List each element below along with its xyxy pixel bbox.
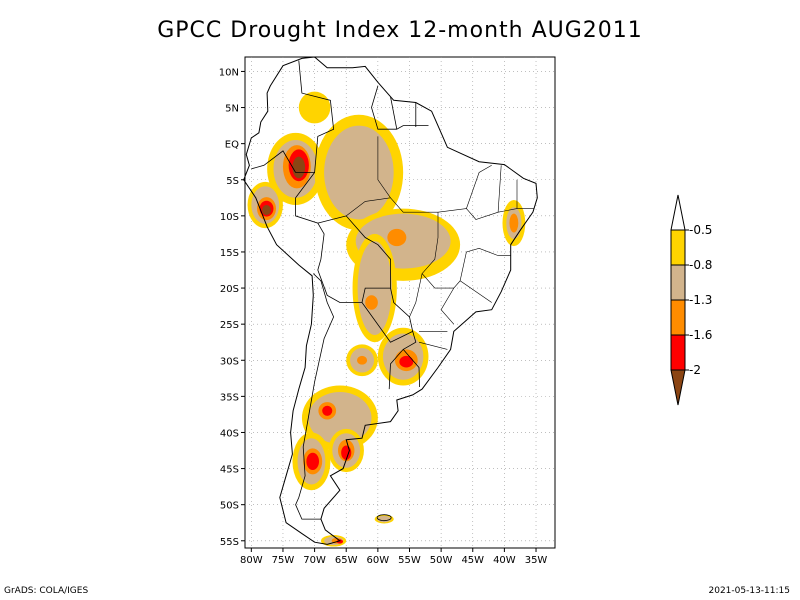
- colorbar-segment: [670, 264, 686, 301]
- y-tick-label: 40S: [220, 428, 239, 439]
- colorbar-label: -1.6: [689, 328, 712, 342]
- falkland-islands: [376, 514, 392, 522]
- drought-contour: [298, 91, 331, 124]
- y-tick-label: 25S: [220, 320, 239, 331]
- state-border: [346, 197, 391, 217]
- x-tick-label: 50W: [430, 555, 453, 566]
- x-tick-label: 80W: [240, 555, 263, 566]
- drought-contour: [306, 452, 320, 471]
- colorbar-label: -0.8: [689, 258, 712, 272]
- footer-credit: GrADS: COLA/IGES: [4, 586, 89, 596]
- state-border: [466, 165, 492, 209]
- drought-region-patagonia-coast: [328, 428, 364, 473]
- drought-region-tierra-del-fuego: [320, 535, 347, 547]
- colorbar-top-arrow: [670, 194, 686, 231]
- drought-contour: [322, 405, 333, 416]
- x-tick-label: 35W: [525, 555, 548, 566]
- colorbar-segment: [670, 299, 686, 336]
- x-axis-ticks: 80W 75W 70W 65W 60W 55W 50W 45W 40W 35W: [240, 548, 547, 566]
- x-tick-label: 60W: [367, 555, 390, 566]
- colorbar-segment: [670, 229, 686, 266]
- drought-region-argentina-north-central: [346, 344, 378, 377]
- state-border: [497, 165, 502, 213]
- state-border: [377, 136, 535, 220]
- drought-contour: [324, 125, 394, 220]
- drought-region-northern-venezuela-colombia: [298, 91, 331, 124]
- x-tick-label: 40W: [493, 555, 516, 566]
- drought-region-brazil-east-coast: [502, 199, 526, 247]
- x-tick-label: 45W: [461, 555, 484, 566]
- footer-timestamp: 2021-05-13-11:15: [708, 586, 791, 596]
- drought-contour: [399, 355, 414, 368]
- coastlines-borders: [243, 56, 538, 545]
- plot-frame: [244, 56, 556, 549]
- drought-region-patagonia-north: [301, 385, 378, 451]
- drought-contour: [509, 213, 519, 233]
- y-tick-label: 20S: [220, 284, 239, 295]
- country-border: [295, 273, 335, 520]
- y-tick-label: 45S: [220, 465, 239, 476]
- drought-region-falklands: [374, 514, 394, 524]
- chart-title: GPCC Drought Index 12-month AUG2011: [157, 18, 643, 43]
- plot-area: [244, 56, 556, 549]
- drought-contour: [356, 355, 368, 365]
- x-tick-label: 70W: [303, 555, 326, 566]
- y-tick-label: 15S: [220, 248, 239, 259]
- state-border: [418, 341, 448, 350]
- state-border: [459, 280, 492, 303]
- drought-contour: [377, 515, 392, 523]
- y-axis-ticks: 10N 5N EQ 5S 10S 15S 20S 25S 30S 35S 40S 45S 50S 55S: [219, 67, 245, 548]
- colorbar-label: -0.5: [689, 223, 712, 237]
- drought-contour: [341, 445, 352, 460]
- y-tick-label: 5S: [226, 176, 239, 187]
- x-tick-label: 65W: [335, 555, 358, 566]
- colorbar-bottom-arrow: [670, 369, 686, 406]
- country-border: [251, 150, 296, 173]
- colorbar-segment: [670, 334, 686, 371]
- drought-contour: [336, 539, 344, 544]
- colorbar-label: -1.3: [689, 293, 712, 307]
- y-tick-label: 30S: [220, 356, 239, 367]
- drought-contour: [387, 228, 407, 247]
- y-tick-label: 5N: [225, 104, 239, 115]
- y-tick-label: 10S: [220, 212, 239, 223]
- colorbar-label: -2: [689, 363, 701, 377]
- drought-region-patagonia-south: [292, 432, 331, 491]
- country-border: [402, 349, 420, 388]
- x-tick-label: 75W: [272, 555, 295, 566]
- drought-contour: [292, 156, 306, 179]
- coastline: [243, 56, 538, 545]
- country-border: [361, 288, 414, 343]
- y-tick-label: EQ: [225, 140, 239, 151]
- y-tick-label: 35S: [220, 392, 239, 403]
- y-tick-label: 55S: [220, 537, 239, 548]
- x-tick-label: 55W: [398, 555, 421, 566]
- drought-contour: [262, 205, 271, 216]
- drought-contour: [365, 295, 378, 310]
- y-tick-label: 10N: [219, 67, 239, 78]
- state-border: [440, 287, 455, 325]
- country-border: [390, 96, 398, 130]
- y-tick-label: 50S: [220, 501, 239, 512]
- state-border: [409, 273, 423, 318]
- colorbar-legend: -0.5 -0.8 -1.3 -1.6 -2: [670, 194, 712, 406]
- drought-region-western-amazon: [314, 114, 404, 231]
